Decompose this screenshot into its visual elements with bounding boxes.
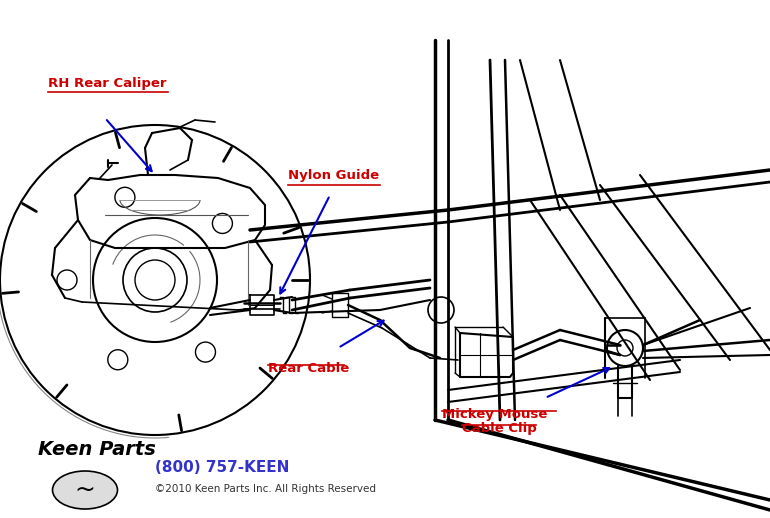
Ellipse shape <box>52 471 118 509</box>
Text: Mickey Mouse: Mickey Mouse <box>442 408 547 421</box>
Text: Rear Cable: Rear Cable <box>268 362 350 375</box>
Text: (800) 757-KEEN: (800) 757-KEEN <box>155 460 290 475</box>
Text: ~: ~ <box>75 478 95 502</box>
Text: Nylon Guide: Nylon Guide <box>288 169 379 182</box>
Text: Cable Clip: Cable Clip <box>462 422 537 435</box>
Text: RH Rear Caliper: RH Rear Caliper <box>48 77 166 90</box>
Text: ©2010 Keen Parts Inc. All Rights Reserved: ©2010 Keen Parts Inc. All Rights Reserve… <box>155 484 376 494</box>
Text: Keen Parts: Keen Parts <box>38 440 156 459</box>
